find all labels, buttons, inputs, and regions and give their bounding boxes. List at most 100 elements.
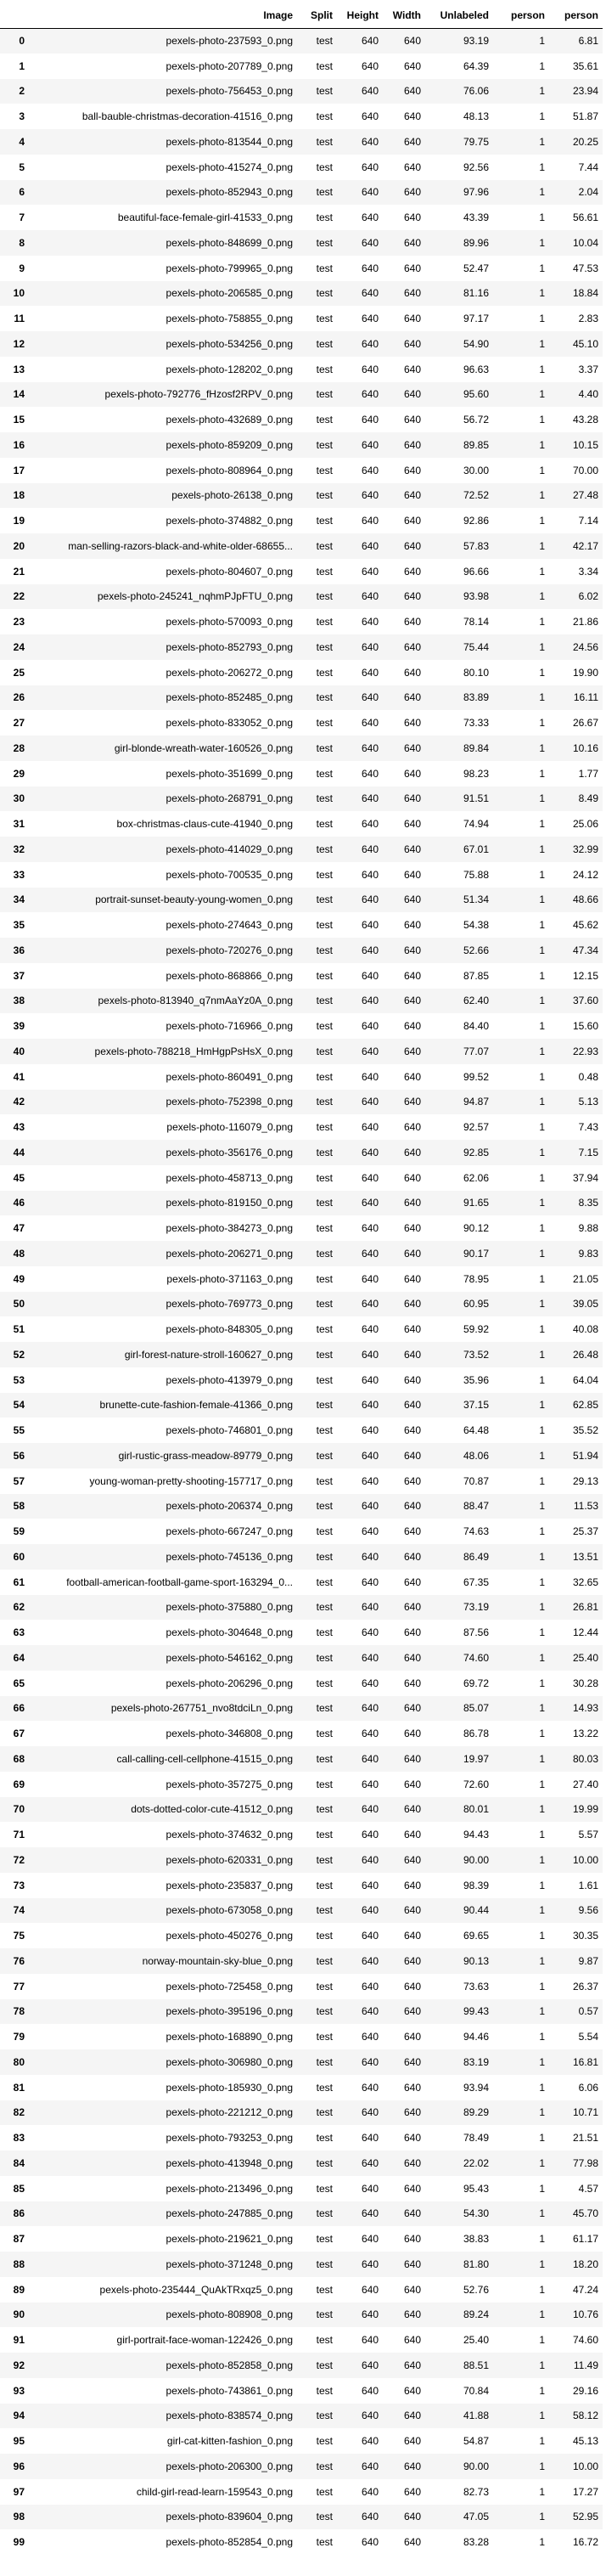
person-count-cell: 1 [539, 1778, 545, 1790]
split-cell: test [316, 1045, 333, 1057]
person-count-cell: 1 [539, 2384, 545, 2397]
image-cell: pexels-photo-620331_0.png [166, 1853, 293, 1866]
width-cell: 640 [403, 515, 421, 527]
unlabeled-cell: 86.78 [463, 1728, 489, 1740]
person-percent-cell: 47.34 [572, 944, 598, 956]
person-percent-cell: 26.67 [572, 717, 598, 730]
height-cell: 640 [361, 1474, 379, 1487]
row-index: 46 [13, 1197, 25, 1209]
height-cell: 640 [361, 1348, 379, 1361]
height-cell: 640 [361, 110, 379, 123]
split-cell: test [316, 464, 333, 476]
person-count-cell: 1 [539, 262, 545, 274]
width-cell: 640 [403, 1298, 421, 1311]
person-percent-cell: 6.81 [578, 35, 598, 48]
height-cell: 640 [361, 2334, 379, 2347]
height-cell: 640 [361, 35, 379, 48]
height-cell: 640 [361, 1121, 379, 1134]
unlabeled-cell: 81.16 [463, 287, 489, 300]
width-cell: 640 [403, 818, 421, 831]
row-index: 74 [13, 1904, 25, 1917]
person-percent-cell: 8.35 [578, 1197, 598, 1209]
height-cell: 640 [361, 1222, 379, 1235]
image-cell: pexels-photo-206300_0.png [166, 2460, 293, 2472]
split-cell: test [316, 2081, 333, 2094]
width-cell: 640 [403, 2511, 421, 2523]
unlabeled-cell: 82.73 [463, 2485, 489, 2498]
split-cell: test [316, 1146, 333, 1158]
person-percent-cell: 52.95 [572, 2511, 598, 2523]
width-cell: 640 [403, 640, 421, 653]
person-percent-cell: 27.40 [572, 1778, 598, 1790]
table-row: 90 pexels-photo-808908_0.png test 640 640 89.… [0, 2302, 603, 2328]
image-cell: pexels-photo-206296_0.png [166, 1677, 293, 1689]
split-cell: test [316, 868, 333, 881]
image-cell: pexels-photo-206271_0.png [166, 1247, 293, 1260]
person-count-cell: 1 [539, 2359, 545, 2371]
person-count-cell: 1 [539, 843, 545, 855]
unlabeled-cell: 93.94 [463, 2081, 489, 2094]
row-index: 87 [13, 2233, 25, 2246]
width-cell: 640 [403, 438, 421, 451]
person-percent-cell: 29.13 [572, 1474, 598, 1487]
table-row: 40 pexels-photo-788218_HmHgpPsHsX_0.png te… [0, 1039, 603, 1064]
unlabeled-cell: 70.87 [463, 1474, 489, 1487]
split-cell: test [316, 59, 333, 72]
row-index: 93 [13, 2384, 25, 2397]
height-cell: 640 [361, 2106, 379, 2119]
unlabeled-cell: 81.80 [463, 2258, 489, 2270]
row-index: 51 [13, 1323, 25, 1336]
table-row: 71 pexels-photo-374632_0.png test 640 640 94.… [0, 1822, 603, 1847]
row-index: 70 [13, 1803, 25, 1816]
split-cell: test [316, 1399, 333, 1412]
person-percent-cell: 80.03 [572, 1752, 598, 1765]
height-cell: 640 [361, 616, 379, 628]
person-count-cell: 1 [539, 792, 545, 805]
person-count-cell: 1 [539, 1853, 545, 1866]
table-row: 0 pexels-photo-237593_0.png test 640 640 93.1… [0, 28, 603, 54]
table-row: 11 pexels-photo-758855_0.png test 640 640 97.… [0, 306, 603, 331]
unlabeled-cell: 59.92 [463, 1323, 489, 1336]
person-percent-cell: 64.04 [572, 1373, 598, 1386]
split-cell: test [316, 2334, 333, 2347]
height-cell: 640 [361, 1728, 379, 1740]
row-index: 22 [13, 590, 25, 603]
height-cell: 640 [361, 236, 379, 249]
row-index: 61 [13, 1575, 25, 1588]
width-cell: 640 [403, 1272, 421, 1285]
width-cell: 640 [403, 1525, 421, 1538]
row-index: 0 [19, 35, 25, 48]
height-cell: 640 [361, 691, 379, 704]
person-count-cell: 1 [539, 464, 545, 476]
table-row: 17 pexels-photo-808964_0.png test 640 640 30.… [0, 458, 603, 483]
image-cell: pexels-photo-793253_0.png [166, 2132, 293, 2145]
unlabeled-cell: 80.10 [463, 666, 489, 679]
row-index: 54 [13, 1399, 25, 1412]
split-cell: test [316, 2536, 333, 2549]
image-cell: girl-blonde-wreath-water-160526_0.png [114, 741, 293, 754]
person-percent-cell: 3.37 [578, 363, 598, 375]
table-row: 1 pexels-photo-207789_0.png test 640 640 64.3… [0, 54, 603, 79]
person-count-cell: 1 [539, 313, 545, 325]
height-cell: 640 [361, 59, 379, 72]
table-row: 39 pexels-photo-716966_0.png test 640 640 84.… [0, 1013, 603, 1039]
height-cell: 640 [361, 2031, 379, 2043]
person-count-cell: 1 [539, 616, 545, 628]
unlabeled-cell: 92.56 [463, 161, 489, 173]
width-cell: 640 [403, 792, 421, 805]
unlabeled-cell: 87.85 [463, 969, 489, 982]
split-cell: test [316, 363, 333, 375]
height-cell: 640 [361, 1904, 379, 1917]
row-index: 9 [19, 262, 25, 274]
person-percent-cell: 16.81 [572, 2055, 598, 2068]
unlabeled-cell: 90.13 [463, 1954, 489, 1967]
row-index: 60 [13, 1550, 25, 1563]
width-cell: 640 [403, 1045, 421, 1057]
split-cell: test [316, 1424, 333, 1437]
person-percent-cell: 24.12 [572, 868, 598, 881]
width-cell: 640 [403, 1930, 421, 1942]
height-cell: 640 [361, 2081, 379, 2094]
split-cell: test [316, 1702, 333, 1715]
person-count-cell: 1 [539, 1272, 545, 1285]
row-index: 30 [13, 792, 25, 805]
